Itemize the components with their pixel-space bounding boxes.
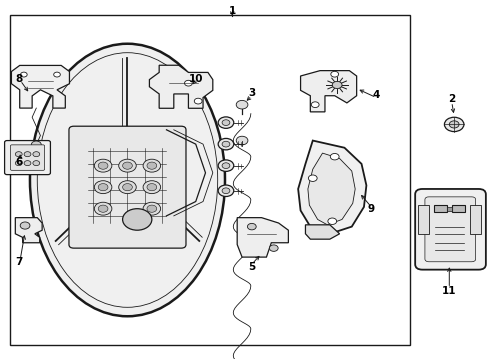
Polygon shape	[305, 225, 339, 239]
Polygon shape	[300, 71, 356, 112]
Text: 1: 1	[228, 6, 235, 17]
Circle shape	[98, 205, 108, 212]
Circle shape	[143, 159, 160, 172]
Circle shape	[222, 163, 229, 168]
Circle shape	[31, 141, 41, 148]
Circle shape	[327, 218, 336, 225]
Circle shape	[311, 102, 319, 108]
Polygon shape	[307, 153, 354, 225]
Circle shape	[15, 161, 22, 166]
Circle shape	[122, 162, 132, 169]
Circle shape	[448, 121, 458, 128]
Circle shape	[331, 81, 341, 89]
Polygon shape	[11, 66, 69, 108]
Circle shape	[222, 188, 229, 194]
Circle shape	[218, 160, 233, 171]
Circle shape	[218, 117, 233, 129]
Text: 8: 8	[16, 73, 23, 84]
Circle shape	[98, 184, 108, 191]
Text: 10: 10	[188, 73, 203, 84]
Circle shape	[218, 138, 233, 150]
Circle shape	[147, 205, 157, 212]
Circle shape	[54, 72, 60, 77]
FancyBboxPatch shape	[69, 126, 185, 248]
Text: 7: 7	[16, 257, 23, 267]
Text: 6: 6	[16, 157, 23, 167]
Circle shape	[119, 181, 136, 194]
Circle shape	[143, 202, 160, 215]
Circle shape	[94, 202, 112, 215]
FancyBboxPatch shape	[4, 140, 50, 175]
Circle shape	[236, 136, 247, 145]
Circle shape	[330, 153, 338, 160]
Circle shape	[184, 80, 192, 86]
Circle shape	[33, 161, 40, 166]
Polygon shape	[451, 205, 464, 212]
FancyBboxPatch shape	[10, 145, 44, 170]
Text: 9: 9	[367, 204, 374, 215]
Polygon shape	[469, 205, 480, 234]
Circle shape	[308, 175, 317, 181]
Circle shape	[330, 71, 338, 77]
Circle shape	[236, 100, 247, 109]
Circle shape	[20, 222, 30, 229]
FancyBboxPatch shape	[424, 197, 475, 262]
Text: 5: 5	[248, 262, 255, 272]
Circle shape	[94, 159, 112, 172]
Circle shape	[24, 161, 31, 166]
Bar	[446, 207, 451, 211]
Circle shape	[119, 159, 136, 172]
Circle shape	[147, 184, 157, 191]
Circle shape	[147, 162, 157, 169]
Circle shape	[15, 152, 22, 157]
Circle shape	[122, 209, 152, 230]
Circle shape	[218, 185, 233, 197]
Circle shape	[98, 162, 108, 169]
Circle shape	[20, 72, 27, 77]
Text: 2: 2	[447, 94, 454, 104]
Circle shape	[143, 181, 160, 194]
Polygon shape	[15, 218, 42, 243]
Polygon shape	[433, 205, 446, 212]
Circle shape	[269, 245, 278, 251]
Circle shape	[247, 224, 256, 230]
Text: 3: 3	[248, 88, 255, 98]
Polygon shape	[298, 140, 366, 234]
Polygon shape	[237, 218, 288, 257]
Circle shape	[94, 181, 112, 194]
Polygon shape	[149, 65, 212, 108]
Text: 4: 4	[372, 90, 379, 100]
Circle shape	[33, 152, 40, 157]
Circle shape	[222, 141, 229, 147]
Circle shape	[122, 184, 132, 191]
Circle shape	[194, 98, 202, 104]
FancyBboxPatch shape	[414, 189, 485, 270]
Circle shape	[222, 120, 229, 126]
Circle shape	[444, 117, 463, 132]
Ellipse shape	[30, 44, 224, 316]
Circle shape	[24, 152, 31, 157]
Bar	[10, 15, 409, 345]
Text: 11: 11	[441, 286, 456, 296]
Polygon shape	[417, 205, 428, 234]
